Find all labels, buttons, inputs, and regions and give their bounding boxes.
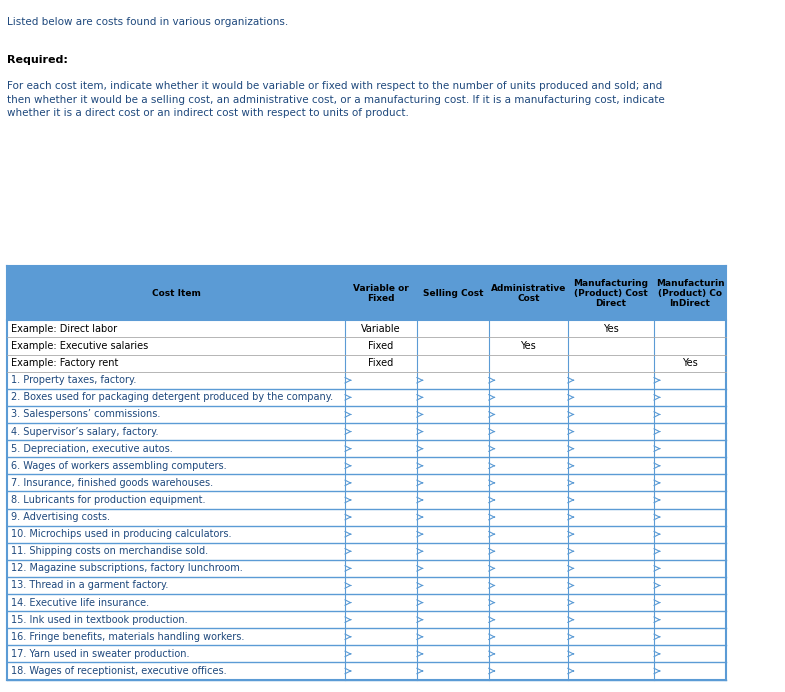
Text: Example: Factory rent: Example: Factory rent xyxy=(11,358,119,368)
Text: Yes: Yes xyxy=(520,341,536,351)
Bar xyxy=(7,440,726,457)
Bar xyxy=(7,457,726,474)
Bar xyxy=(7,594,726,611)
Text: 17. Yarn used in sweater production.: 17. Yarn used in sweater production. xyxy=(11,649,189,659)
Text: 4. Supervisor’s salary, factory.: 4. Supervisor’s salary, factory. xyxy=(11,426,159,437)
Text: Listed below are costs found in various organizations.: Listed below are costs found in various … xyxy=(7,17,289,27)
Bar xyxy=(7,320,726,338)
Bar xyxy=(7,543,726,560)
Bar xyxy=(7,628,726,646)
Bar xyxy=(7,423,726,440)
Bar xyxy=(7,560,726,577)
Bar xyxy=(7,526,726,543)
Text: 10. Microchips used in producing calculators.: 10. Microchips used in producing calcula… xyxy=(11,529,232,539)
Bar xyxy=(7,389,726,406)
Bar xyxy=(7,406,726,423)
Text: 16. Fringe benefits, materials handling workers.: 16. Fringe benefits, materials handling … xyxy=(11,632,244,641)
Bar xyxy=(7,266,726,320)
Text: Manufacturin
(Product) Co
InDirect: Manufacturin (Product) Co InDirect xyxy=(655,278,725,309)
Text: Variable or
Fixed: Variable or Fixed xyxy=(353,284,409,303)
Text: Fixed: Fixed xyxy=(368,358,393,368)
Text: 9. Advertising costs.: 9. Advertising costs. xyxy=(11,512,110,522)
Text: 8. Lubricants for production equipment.: 8. Lubricants for production equipment. xyxy=(11,495,206,505)
Text: 18. Wages of receptionist, executive offices.: 18. Wages of receptionist, executive off… xyxy=(11,666,227,676)
Text: Required:: Required: xyxy=(7,55,68,65)
Text: 5. Depreciation, executive autos.: 5. Depreciation, executive autos. xyxy=(11,444,173,454)
Text: Example: Executive salaries: Example: Executive salaries xyxy=(11,341,148,351)
Text: 11. Shipping costs on merchandise sold.: 11. Shipping costs on merchandise sold. xyxy=(11,546,208,556)
Text: 2. Boxes used for packaging detergent produced by the company.: 2. Boxes used for packaging detergent pr… xyxy=(11,392,333,402)
Text: Yes: Yes xyxy=(603,324,619,334)
Text: Selling Cost: Selling Cost xyxy=(422,289,483,298)
Text: Administrative
Cost: Administrative Cost xyxy=(491,284,566,303)
Text: 13. Thread in a garment factory.: 13. Thread in a garment factory. xyxy=(11,581,168,590)
Text: 14. Executive life insurance.: 14. Executive life insurance. xyxy=(11,598,149,608)
Bar xyxy=(7,662,726,680)
Text: 12. Magazine subscriptions, factory lunchroom.: 12. Magazine subscriptions, factory lunc… xyxy=(11,563,243,574)
Text: Cost Item: Cost Item xyxy=(152,289,201,298)
Text: Example: Direct labor: Example: Direct labor xyxy=(11,324,117,334)
Bar xyxy=(7,372,726,389)
Text: 3. Salespersons’ commissions.: 3. Salespersons’ commissions. xyxy=(11,410,160,419)
Text: For each cost item, indicate whether it would be variable or fixed with respect : For each cost item, indicate whether it … xyxy=(7,81,665,118)
Bar xyxy=(7,338,726,354)
Text: 7. Insurance, finished goods warehouses.: 7. Insurance, finished goods warehouses. xyxy=(11,478,213,488)
Text: Manufacturing
(Product) Cost
Direct: Manufacturing (Product) Cost Direct xyxy=(573,278,648,309)
Text: Yes: Yes xyxy=(682,358,698,368)
Text: 6. Wages of workers assembling computers.: 6. Wages of workers assembling computers… xyxy=(11,461,227,471)
Bar xyxy=(7,646,726,662)
Text: 1. Property taxes, factory.: 1. Property taxes, factory. xyxy=(11,375,137,385)
Text: Variable: Variable xyxy=(361,324,401,334)
Bar xyxy=(7,354,726,372)
Bar xyxy=(7,474,726,491)
Bar xyxy=(7,611,726,628)
Text: 15. Ink used in textbook production.: 15. Ink used in textbook production. xyxy=(11,614,188,625)
Text: Fixed: Fixed xyxy=(368,341,393,351)
Bar xyxy=(7,577,726,594)
Bar xyxy=(7,491,726,509)
Bar xyxy=(7,509,726,526)
